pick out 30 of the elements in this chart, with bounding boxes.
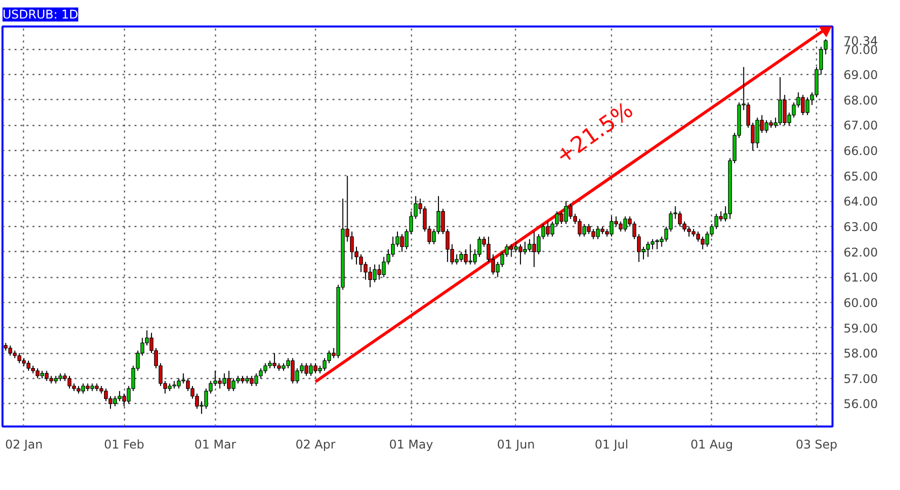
x-tick-label: 01 Jun [496,438,535,452]
x-tick-label: 01 May [389,438,434,452]
candlestick [459,251,464,262]
y-tick-label: 57.00 [844,372,878,386]
candlestick [8,344,12,356]
y-tick-label: 60.00 [844,296,878,310]
x-tick-label: 02 Jan [5,438,43,452]
y-tick-label: 63.00 [844,220,878,234]
y-tick-label: 58.00 [844,346,878,361]
y-tick-label: 62.00 [844,245,878,260]
x-tick-label: 01 Feb [104,438,144,452]
y-tick-label: 69.00 [844,68,878,82]
candlestick [623,216,628,232]
y-tick-label: 61.00 [844,270,878,285]
candlestick [377,264,382,280]
candlestick [254,372,258,386]
y-tick-label: 59.00 [844,321,878,336]
y-tick-label: 64.00 [844,194,878,209]
chart-title: USDRUB: 1D [2,8,78,22]
candlestick [582,223,586,238]
y-tick-label: 56.00 [844,397,878,412]
x-tick-label: 01 Mar [194,438,236,452]
x-tick-label: 03 Sep [796,438,838,452]
y-tick-label: 65.00 [844,169,878,184]
x-tick-label: 01 Jul [594,438,628,452]
y-tick-label: 66.00 [844,144,878,158]
y-tick-label: 67.00 [844,118,878,133]
x-tick-label: 02 Apr [296,438,336,452]
y-tick-label: 68.00 [844,93,878,108]
x-tick-label: 01 Aug [690,438,734,452]
